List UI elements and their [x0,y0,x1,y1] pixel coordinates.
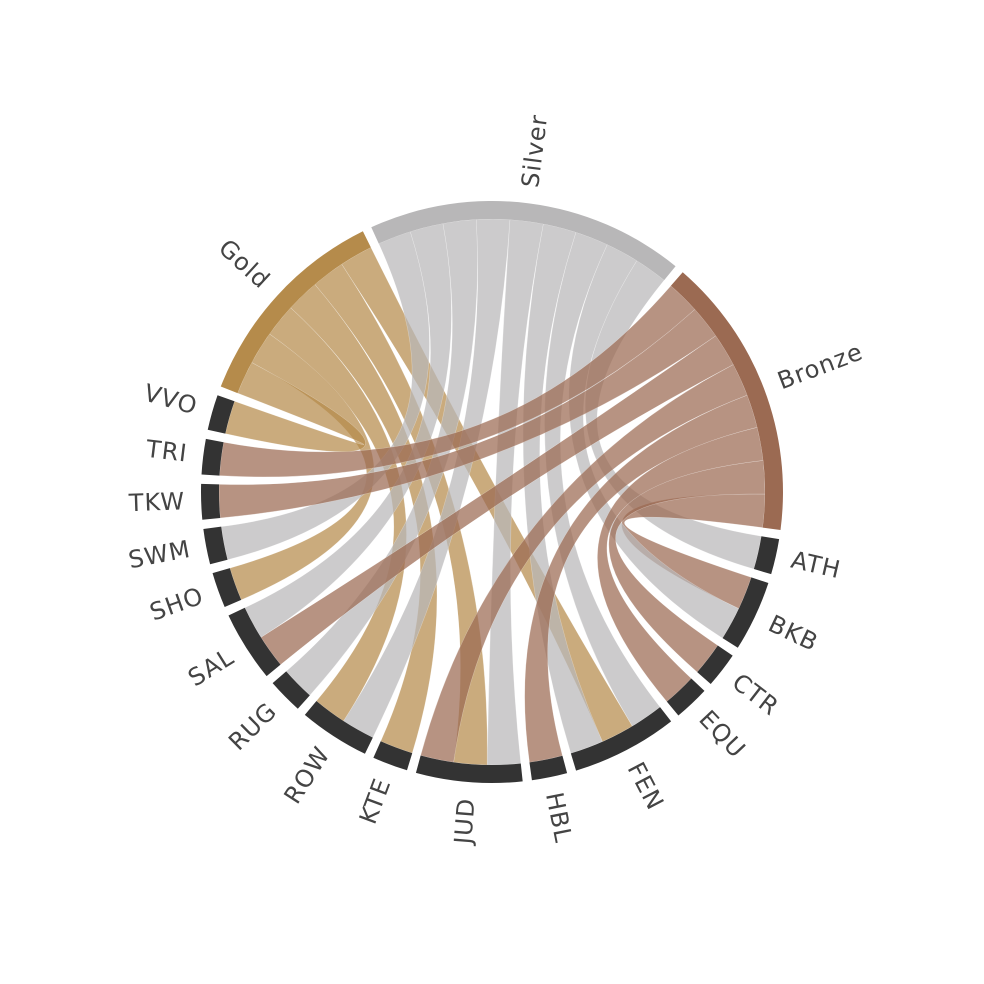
label-bkb: BKB [764,610,823,657]
arc-sho[interactable] [212,568,242,607]
arc-ath[interactable] [753,536,780,575]
arc-tri[interactable] [201,438,224,476]
arc-sal[interactable] [228,607,281,677]
label-equ: EQU [693,705,751,764]
arc-hbl[interactable] [529,755,568,781]
arc-silver[interactable] [371,200,676,281]
arc-layer [200,200,783,784]
label-ath: ATH [788,546,843,584]
arc-rug[interactable] [272,671,310,709]
arc-bronze[interactable] [670,272,783,530]
label-row: ROW [279,741,336,809]
label-tri: TRI [144,435,190,468]
arc-ctr[interactable] [697,645,733,684]
label-tkw: TKW [127,487,185,517]
arc-row[interactable] [304,701,373,754]
label-gold: Gold [213,234,276,295]
arc-jud[interactable] [415,755,523,784]
label-sal: SAL [183,643,239,693]
arc-gold[interactable] [220,231,371,394]
label-rug: RUG [223,697,282,756]
arc-kte[interactable] [373,741,413,771]
arc-vvo[interactable] [207,395,235,434]
arc-tkw[interactable] [200,483,221,520]
label-jud: JUD [449,797,481,847]
label-kte: KTE [354,774,397,828]
label-bronze: Bronze [774,337,867,395]
label-vvo: VVO [141,379,201,421]
label-hbl: HBL [540,790,578,845]
arc-fen[interactable] [570,707,672,771]
ribbon-layer [218,218,766,766]
label-ctr: CTR [727,668,785,721]
label-sho: SHO [146,582,207,627]
arc-swm[interactable] [203,526,228,565]
arc-bkb[interactable] [722,577,769,648]
label-fen: FEN [622,758,670,815]
label-swm: SWM [126,535,193,574]
arc-equ[interactable] [666,678,705,716]
label-silver: Silver [516,113,553,189]
